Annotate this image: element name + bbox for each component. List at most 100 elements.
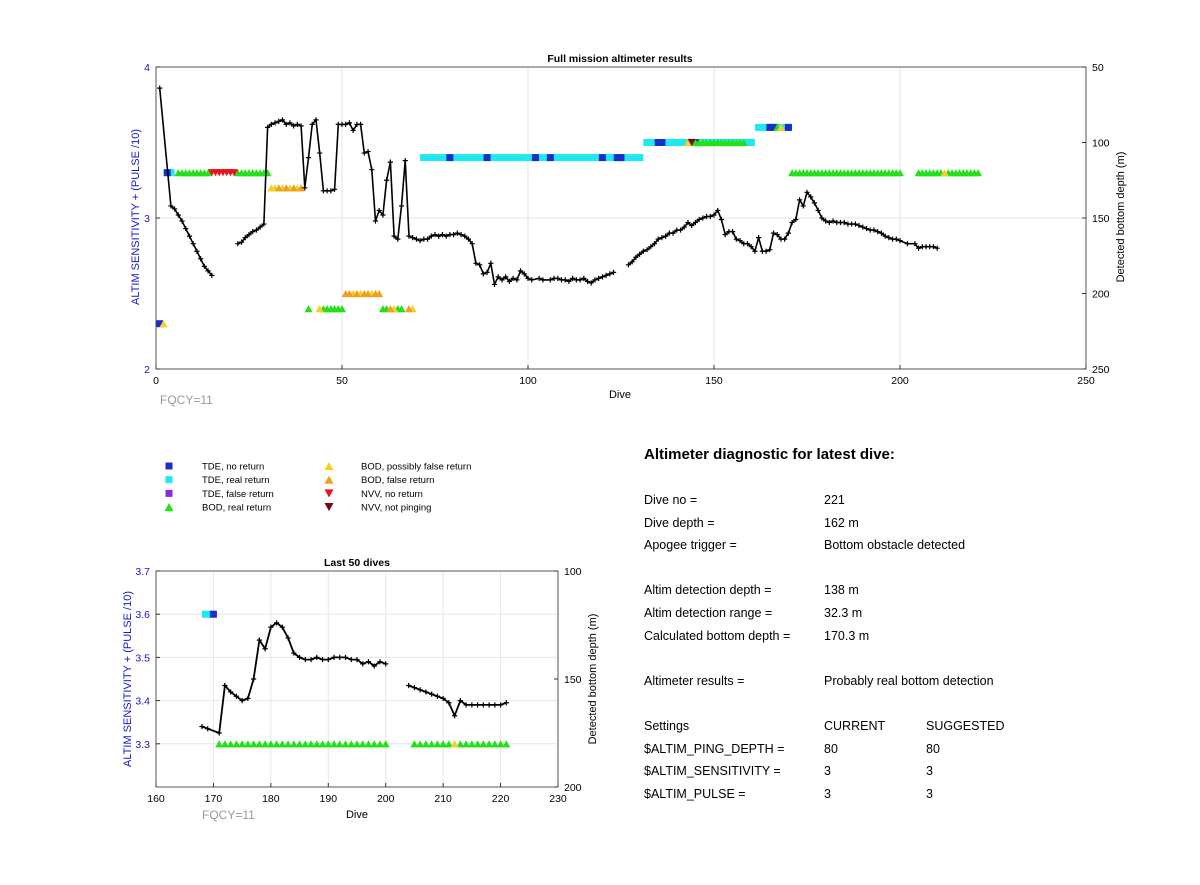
depth-point <box>916 245 922 251</box>
y-tick-label: 3.3 <box>135 739 150 751</box>
depth-point <box>700 215 706 221</box>
depth-point <box>190 241 196 247</box>
depth-point <box>199 723 205 730</box>
depth-point <box>172 206 178 212</box>
bod-real-return-marker <box>324 740 333 748</box>
depth-point <box>387 159 393 165</box>
y-right-tick-label: 200 <box>564 782 582 794</box>
depth-point <box>343 121 349 127</box>
depth-point <box>491 281 498 288</box>
bod-real-return-marker <box>266 740 275 748</box>
x-tick-label: 190 <box>320 793 338 805</box>
depth-point <box>331 186 338 192</box>
apogee-trigger-label: Apogee trigger = <box>644 538 737 553</box>
bod-false-return-marker <box>375 289 384 298</box>
altim-detection-range-label: Altim detection range = <box>644 605 773 620</box>
dive-no-label: Dive no = <box>644 493 698 507</box>
depth-point <box>599 274 605 280</box>
tde-no-return-marker <box>531 154 539 162</box>
x-tick-label: 210 <box>434 793 452 805</box>
legend-triangle-up-icon <box>164 503 174 512</box>
bod-real-return-marker <box>284 740 293 748</box>
depth-point <box>577 277 583 283</box>
depth-point <box>348 656 354 663</box>
depth-point <box>274 620 280 626</box>
depth-point <box>815 207 821 214</box>
depth-point <box>904 241 911 247</box>
y-tick-label: 3.5 <box>135 652 150 664</box>
depth-point <box>462 233 468 239</box>
bod-real-return-marker <box>215 740 224 748</box>
calculated-bottom-depth-row: Calculated bottom depth = 170.3 m <box>644 629 1164 652</box>
depth-point <box>257 224 263 230</box>
depth-point <box>440 695 446 702</box>
bod-real-return-marker <box>490 740 499 748</box>
depth-point <box>637 251 643 257</box>
depth-point <box>860 224 866 230</box>
depth-point <box>395 236 401 242</box>
legend-triangle-up-icon <box>324 461 334 471</box>
depth-point <box>770 230 777 236</box>
bod-real-return-marker <box>341 740 350 748</box>
bod-real-return-marker <box>375 740 384 748</box>
bod-real-return-marker <box>485 740 494 748</box>
depth-point <box>305 155 312 161</box>
depth-point <box>503 700 509 706</box>
depth-point <box>302 185 308 191</box>
bod-real-return-marker <box>318 740 327 748</box>
depth-point <box>897 238 903 244</box>
bod-real-return-marker <box>358 740 367 748</box>
legend-square-icon <box>165 489 173 497</box>
depth-point <box>718 216 725 223</box>
depth-point <box>826 219 832 226</box>
depth-point <box>696 216 702 223</box>
bod-real-return-marker <box>226 740 235 748</box>
depth-point <box>785 230 791 236</box>
depth-point <box>893 236 899 242</box>
diagnostic-title: Altimeter diagnostic for latest dive: <box>644 446 895 463</box>
depth-point <box>424 236 431 242</box>
calculated-bottom-depth-label: Calculated bottom depth = <box>644 628 791 643</box>
depth-point <box>852 221 858 227</box>
y-right-tick-label: 150 <box>1092 213 1110 225</box>
bod-real-return-marker <box>427 740 436 748</box>
depth-line <box>237 117 614 287</box>
depth-point <box>319 656 326 663</box>
depth-point <box>317 150 323 156</box>
depth-point <box>774 232 780 238</box>
depth-point <box>294 121 300 127</box>
bod-real-return-marker <box>739 138 748 147</box>
depth-point <box>262 646 268 652</box>
bod-possibly-false-marker <box>450 740 459 748</box>
depth-line <box>158 88 213 276</box>
bod-real-return-marker <box>410 740 419 748</box>
depth-point <box>796 197 803 203</box>
depth-point <box>592 277 598 283</box>
depth-point <box>640 248 646 254</box>
x-tick-label: 0 <box>153 375 159 387</box>
depth-point <box>443 233 449 239</box>
y-tick-label: 3.7 <box>135 566 150 578</box>
bod-real-return-marker <box>249 740 258 748</box>
depth-point <box>457 698 463 704</box>
depth-point <box>752 248 758 254</box>
depth-point <box>194 248 200 254</box>
depth-point <box>510 275 516 281</box>
depth-point <box>238 239 245 245</box>
depth-point <box>536 275 542 281</box>
bod-false-return-marker <box>352 289 361 298</box>
depth-point <box>886 235 892 241</box>
depth-point <box>251 676 257 682</box>
depth-point <box>497 702 504 708</box>
depth-point <box>670 230 676 236</box>
x-tick-label: 230 <box>549 793 567 805</box>
bod-real-return-marker <box>370 740 379 748</box>
depth-point <box>283 121 289 127</box>
depth-point <box>912 241 918 247</box>
bod-real-return-marker <box>220 740 229 748</box>
y-tick-label: 3.6 <box>135 609 150 621</box>
depth-line <box>627 190 938 266</box>
depth-point <box>328 188 334 194</box>
depth-point <box>566 278 572 285</box>
settings-header-row: Settings CURRENT SUGGESTED <box>644 719 1164 742</box>
